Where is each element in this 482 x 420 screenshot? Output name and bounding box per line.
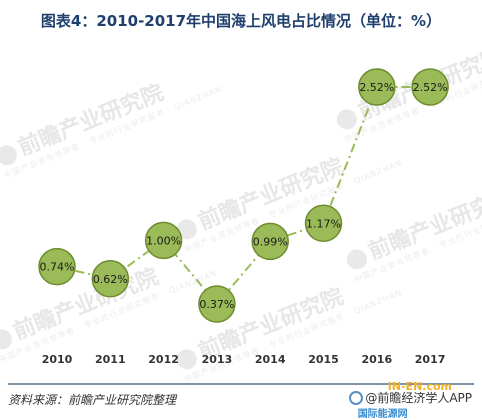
data-label: 1.17% [306,217,341,230]
x-tick-label: 2014 [255,353,286,366]
data-point [411,68,449,106]
data-label: 2.52% [359,81,394,94]
data-point [91,260,130,298]
site-logo: IN-EN.com 国际能源网 [358,380,452,420]
data-label: 0.37% [199,298,234,311]
data-point [358,68,396,106]
data-point [198,285,236,323]
x-tick-label: 2017 [415,353,446,366]
brand-credit: @前瞻经济学人APP [349,389,472,406]
x-tick-label: 2015 [308,353,339,366]
data-label: 0.74% [40,261,75,274]
data-label: 2.52% [413,81,448,94]
x-tick-label: 2012 [148,353,179,366]
x-tick-label: 2010 [42,353,73,366]
source-note: 资料来源：前瞻产业研究院整理 [8,393,177,407]
x-tick-label: 2013 [202,353,233,366]
site-label: IN-EN.com [387,380,452,393]
data-point [304,204,343,243]
line-chart: 0.74% 0.62% 1.00% 0.37% 0.99% 1.17% 2.52% 2.52%… [38,68,449,366]
brand-logo-icon [349,391,364,405]
footer-divider [8,383,474,385]
data-point [144,221,183,260]
chart-title: 图表4：2010-2017年中国海上风电占比情况（单位：%） [40,12,442,30]
data-label: 1.00% [146,234,181,247]
brand-label: @前瞻经济学人APP [365,391,472,405]
data-point [251,222,289,261]
data-label: 0.62% [93,273,128,286]
site-label-cn: 国际能源网 [357,409,408,420]
data-point [38,247,76,286]
data-label: 0.99% [253,235,288,248]
x-tick-label: 2016 [361,353,392,366]
x-tick-label: 2011 [95,353,126,366]
